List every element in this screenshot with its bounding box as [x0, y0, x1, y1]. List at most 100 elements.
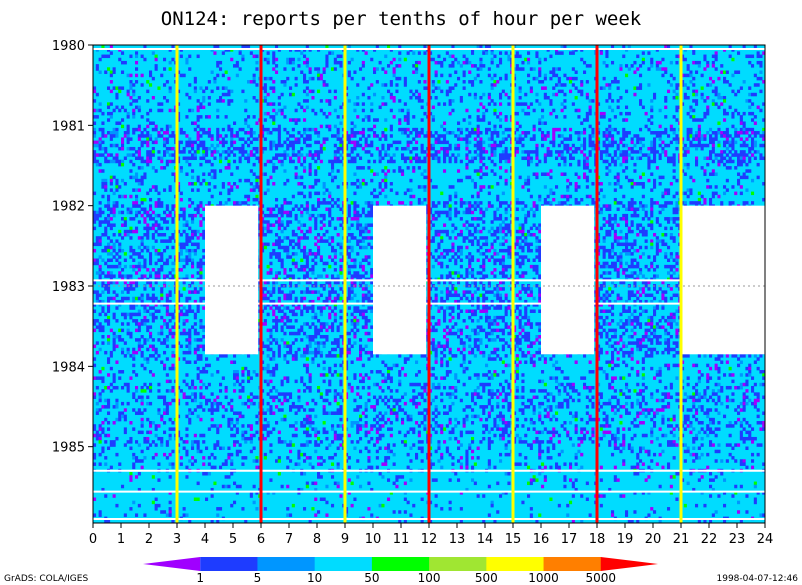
- heatmap-cell: [361, 108, 365, 113]
- heatmap-cell: [291, 134, 295, 138]
- heatmap-cell: [163, 67, 167, 71]
- heatmap-cell: [191, 140, 195, 145]
- heatmap-cell: [277, 252, 281, 256]
- heatmap-cell: [305, 99, 309, 103]
- heatmap-cell: [101, 153, 105, 157]
- heatmap-cell: [392, 67, 396, 71]
- heatmap-cell: [165, 124, 169, 129]
- heatmap-cell: [213, 146, 217, 151]
- heatmap-cell: [104, 146, 108, 151]
- heatmap-cell: [499, 60, 503, 65]
- heatmap-cell: [664, 127, 668, 132]
- heatmap-cell: [692, 51, 696, 55]
- heatmap-cell: [277, 226, 281, 231]
- heatmap-cell: [496, 194, 500, 199]
- heatmap-cell: [734, 150, 738, 154]
- heatmap-cell: [476, 143, 480, 148]
- heatmap-cell: [560, 102, 564, 106]
- heatmap-cell: [513, 67, 517, 71]
- heatmap-cell: [331, 134, 335, 138]
- heatmap-cell: [300, 70, 304, 74]
- heatmap-cell: [98, 137, 102, 141]
- heatmap-cell: [538, 194, 542, 199]
- heatmap-cell: [140, 207, 144, 212]
- heatmap-cell: [608, 127, 612, 132]
- heatmap-cell: [454, 146, 458, 151]
- heatmap-cell: [683, 172, 687, 176]
- heatmap-cell: [706, 83, 710, 87]
- heatmap-cell: [305, 143, 309, 148]
- heatmap-cell: [613, 153, 617, 157]
- heatmap-cell: [392, 140, 396, 145]
- heatmap-cell: [465, 201, 469, 205]
- heatmap-cell: [221, 92, 225, 97]
- heatmap-cell: [339, 54, 343, 59]
- heatmap-cell: [742, 150, 746, 154]
- heatmap-cell: [574, 86, 578, 90]
- heatmap-cell: [196, 118, 200, 122]
- heatmap-cell: [742, 140, 746, 145]
- heatmap-cell: [723, 156, 727, 161]
- heatmap-cell: [93, 143, 97, 148]
- heatmap-cell: [616, 207, 620, 212]
- heatmap-cell: [140, 73, 144, 78]
- heatmap-cell: [697, 118, 701, 122]
- heatmap-cell: [681, 57, 685, 62]
- heatmap-cell: [350, 264, 354, 269]
- heatmap-cell: [193, 229, 197, 234]
- heatmap-cell: [98, 255, 102, 259]
- heatmap-cell: [541, 121, 545, 125]
- heatmap-cell: [238, 156, 242, 161]
- heatmap-cell: [725, 140, 729, 145]
- heatmap-cell: [179, 233, 183, 237]
- heatmap-cell: [667, 188, 671, 192]
- heatmap-cell: [496, 236, 500, 240]
- heatmap-cell: [146, 229, 150, 234]
- heatmap-cell: [473, 204, 477, 208]
- heatmap-cell: [563, 156, 567, 161]
- heatmap-cell: [415, 131, 419, 135]
- heatmap-cell: [599, 51, 603, 55]
- heatmap-cell: [98, 236, 102, 240]
- heatmap-cell: [493, 162, 497, 167]
- heatmap-cell: [496, 134, 500, 138]
- heatmap-cell: [583, 118, 587, 122]
- heatmap-cell: [308, 166, 312, 170]
- heatmap-cell: [118, 146, 122, 151]
- heatmap-cell: [588, 150, 592, 154]
- heatmap-cell: [325, 115, 329, 119]
- heatmap-cell: [616, 223, 620, 227]
- heatmap-cell: [493, 131, 497, 135]
- heatmap-cell: [364, 143, 368, 148]
- heatmap-cell: [115, 105, 119, 110]
- heatmap-cell: [739, 175, 743, 180]
- heatmap-cell: [235, 166, 239, 170]
- heatmap-cell: [137, 108, 141, 113]
- heatmap-cell: [476, 194, 480, 199]
- heatmap-cell: [171, 131, 175, 135]
- heatmap-cell: [361, 210, 365, 215]
- heatmap-cell: [308, 70, 312, 74]
- heatmap-cell: [193, 127, 197, 132]
- heatmap-cell: [459, 229, 463, 234]
- heatmap-cell: [504, 169, 508, 173]
- heatmap-cell: [325, 239, 329, 243]
- heatmap-cell: [112, 86, 116, 90]
- heatmap-cell: [255, 182, 259, 186]
- heatmap-cell: [672, 127, 676, 132]
- heatmap-cell: [361, 264, 365, 269]
- heatmap-cell: [387, 45, 391, 49]
- heatmap-cell: [370, 201, 374, 205]
- heatmap-cell: [213, 172, 217, 176]
- heatmap-cell: [613, 261, 617, 266]
- heatmap-cell: [319, 99, 323, 103]
- heatmap-cell: [527, 229, 531, 234]
- heatmap-cell: [653, 233, 657, 237]
- heatmap-cell: [557, 67, 561, 71]
- heatmap-cell: [630, 264, 634, 269]
- heatmap-cell: [431, 83, 435, 87]
- heatmap-cell: [322, 217, 326, 221]
- heatmap-cell: [350, 121, 354, 125]
- heatmap-cell: [132, 127, 136, 132]
- heatmap-cell: [235, 131, 239, 135]
